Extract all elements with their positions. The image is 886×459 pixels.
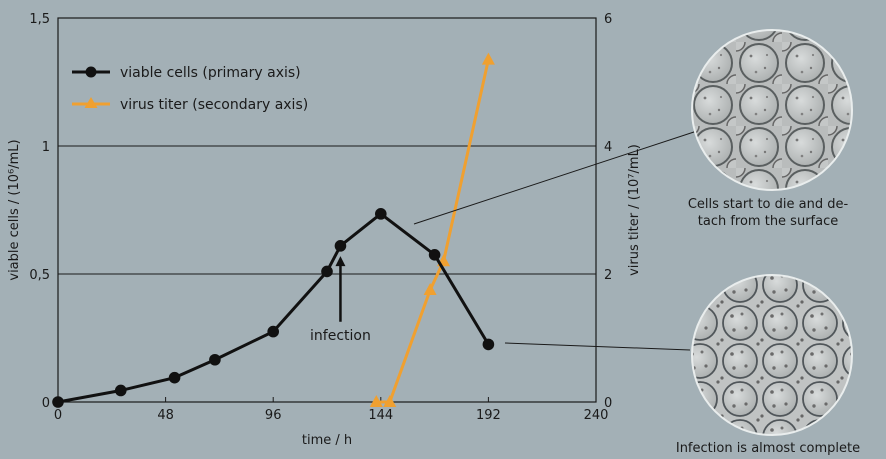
x-tick-label: 144 xyxy=(368,408,393,423)
virus-titer-point xyxy=(423,283,437,295)
x-tick-label: 0 xyxy=(54,408,62,423)
infection-label: infection xyxy=(310,328,371,344)
viable-cells-point xyxy=(114,384,127,397)
viable-cells-point xyxy=(321,265,333,278)
viable-cells-point xyxy=(375,208,387,220)
gridlines xyxy=(58,145,596,275)
viable-cells-point xyxy=(52,396,64,408)
virus-titer-point xyxy=(369,395,383,407)
viable-cells-point xyxy=(267,325,280,338)
y2-tick-label: 2 xyxy=(604,268,612,283)
callout-line-top xyxy=(413,129,701,225)
virus-titer-point xyxy=(383,395,397,407)
y2-tick-label: 4 xyxy=(604,140,612,155)
legend-marker-cells xyxy=(85,66,97,78)
series-viable-cells xyxy=(52,208,495,408)
legend-label-cells: viable cells (primary axis) xyxy=(120,65,301,81)
series-virus-titer xyxy=(369,52,495,407)
infection-arrowhead xyxy=(335,256,346,267)
viable-cells-point xyxy=(168,371,181,384)
caption-top-line1: Cells start to die and de- xyxy=(688,197,849,212)
x-tick-label: 48 xyxy=(157,408,174,423)
viable-cells-point xyxy=(428,249,441,261)
y2-axis-title: virus titer / (10⁷/mL) xyxy=(627,144,642,276)
y-tick-label: 1,5 xyxy=(29,12,50,27)
legend-marker-virus xyxy=(84,97,98,108)
y-tick-label: 0 xyxy=(42,396,50,411)
x-tick-label: 240 xyxy=(584,408,609,423)
y2-tick-label: 0 xyxy=(604,396,612,411)
micrograph-cells-dying xyxy=(691,29,853,191)
x-tick-label: 96 xyxy=(265,408,282,423)
legend: viable cells (primary axis) virus titer … xyxy=(72,65,308,113)
viable-cells-point xyxy=(482,338,495,351)
viable-cells-point xyxy=(209,353,221,366)
y-tick-label: 1 xyxy=(42,140,50,155)
y-axis-title: viable cells / (10⁶/mL) xyxy=(7,139,22,280)
caption-bottom: Infection is almost complete xyxy=(676,441,860,456)
infection-annotation: infection xyxy=(310,256,371,344)
caption-top-line2: tach from the surface xyxy=(698,214,838,229)
x-axis-title: time / h xyxy=(302,433,352,448)
viable-cells-point xyxy=(334,240,347,252)
y2-tick-label: 6 xyxy=(604,12,612,27)
viable-cells-line xyxy=(57,212,490,404)
virus-titer-point xyxy=(481,52,495,65)
micrograph-infection-complete xyxy=(691,274,853,436)
y-tick-label: 0,5 xyxy=(29,268,50,283)
callout-line-bottom xyxy=(504,342,691,351)
plot-frame xyxy=(57,17,597,403)
x-tick-label: 192 xyxy=(476,408,501,423)
virus-titer-line xyxy=(376,59,490,404)
legend-label-virus: virus titer (secondary axis) xyxy=(120,97,308,113)
